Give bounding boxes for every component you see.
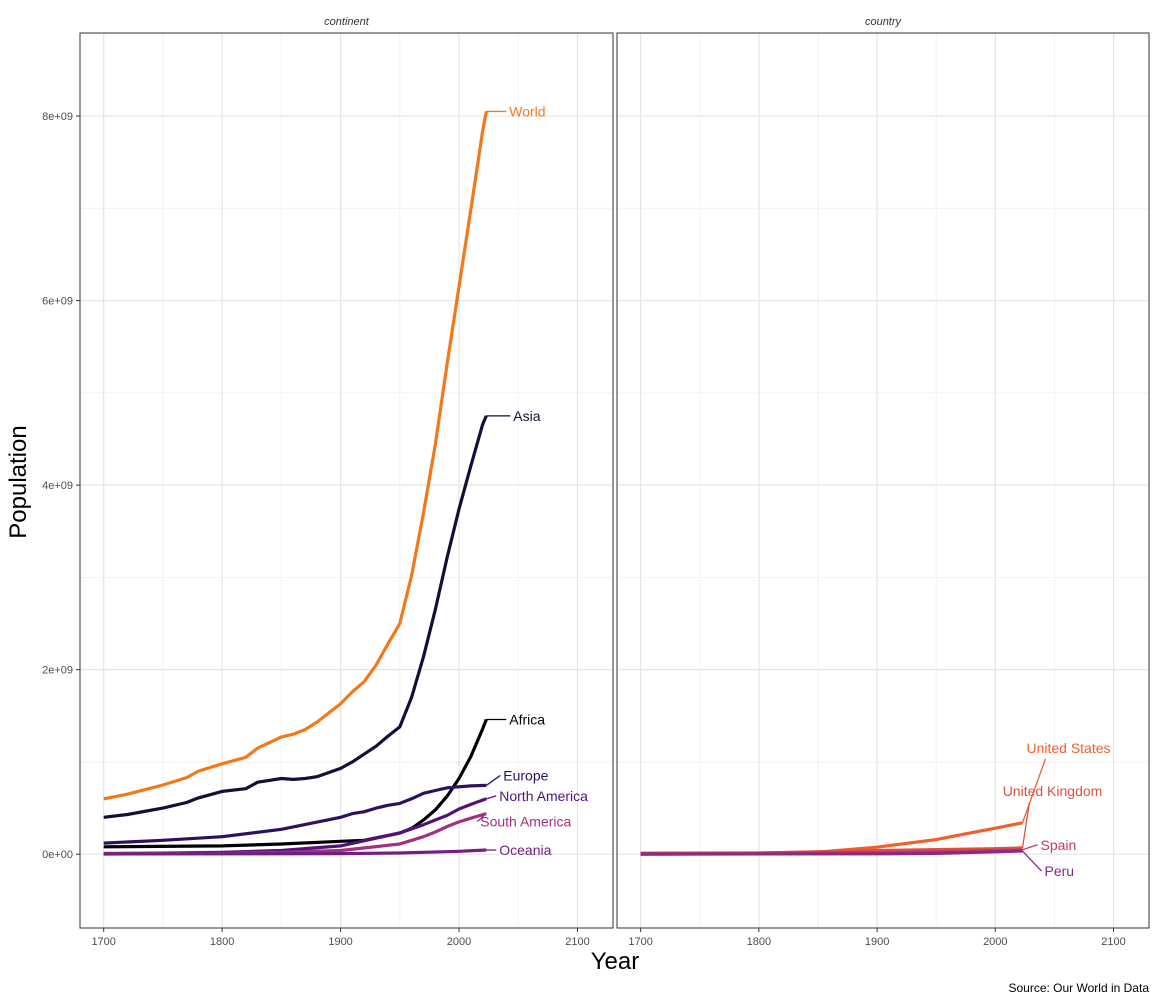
y-tick-label: 4e+09 (42, 480, 73, 492)
y-tick-label: 6e+09 (42, 296, 73, 308)
x-tick-label: 2100 (1101, 936, 1125, 948)
x-axis-label: Year (591, 948, 640, 975)
label-leader-line (1022, 844, 1038, 851)
x-tick-label: 1700 (628, 936, 652, 948)
series-label: South America (480, 814, 571, 830)
source-caption: Source: Our World in Data (1008, 981, 1149, 995)
series-line-oceania (103, 848, 487, 856)
label-leader-line (1022, 850, 1042, 872)
x-tick-label: 1900 (865, 936, 889, 948)
series-label: Asia (513, 408, 540, 424)
x-tick-label: 2000 (983, 936, 1007, 948)
panel-border (616, 32, 1150, 929)
series-label: World (509, 103, 545, 119)
x-tick-label: 1700 (91, 936, 115, 948)
series-line-world (103, 111, 488, 801)
series-label: Africa (509, 711, 545, 727)
series-line-africa (103, 718, 488, 849)
series-line-asia (103, 415, 488, 819)
label-leader-line (1021, 758, 1047, 824)
y-tick-label: 2e+09 (42, 665, 73, 677)
label-leader-line (476, 813, 487, 823)
label-leader-line (485, 774, 501, 786)
series-label: North America (499, 788, 588, 804)
series-label: United Kingdom (1003, 783, 1103, 799)
y-tick-label: 8e+09 (42, 111, 73, 123)
series-label: United States (1026, 740, 1110, 756)
series-label: Spain (1041, 837, 1077, 853)
x-tick-label: 1800 (747, 936, 771, 948)
x-tick-label: 2100 (565, 936, 589, 948)
x-tick-label: 1800 (210, 936, 234, 948)
facet-title: continent (324, 16, 370, 28)
facet-title: country (865, 16, 903, 28)
series-label: Europe (503, 767, 548, 783)
series-label: Peru (1045, 863, 1075, 879)
series-line-europe (103, 783, 487, 845)
label-leader-line (486, 795, 497, 800)
series-label: Oceania (499, 842, 551, 858)
series-line-peru (640, 849, 1023, 856)
panel-border (79, 32, 614, 929)
facet-panels: continent 1700 1800 1900 2000 2100 0e+00 2e+09 4… (42, 16, 1150, 948)
y-tick-label: 0e+00 (42, 849, 73, 861)
y-axis-label: Population (5, 425, 32, 538)
label-leader-line (1021, 801, 1031, 849)
x-tick-label: 1900 (328, 936, 352, 948)
x-tick-label: 2000 (447, 936, 471, 948)
